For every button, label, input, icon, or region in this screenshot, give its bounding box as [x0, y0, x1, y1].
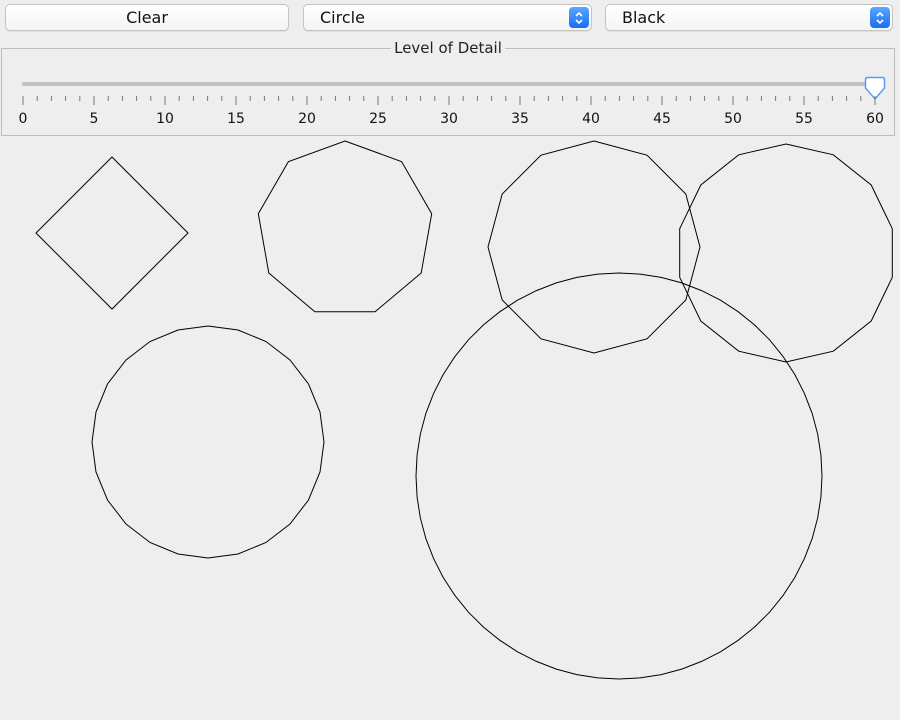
- drawn-dodecagon: [487, 140, 701, 354]
- up-down-arrows-icon: [569, 7, 589, 28]
- clear-button[interactable]: Clear: [5, 4, 289, 31]
- detail-slider-thumb[interactable]: [863, 76, 887, 102]
- slider-tick-label: 50: [724, 111, 742, 127]
- slider-tick-label: 5: [90, 111, 99, 127]
- slider-tick-label: 60: [866, 111, 884, 127]
- level-of-detail-panel: Level of Detail 0 5 10 15 20 25 30 35 40 45 50 55 60: [1, 39, 895, 136]
- drawn-nonagon: [257, 140, 433, 313]
- slider-tick-label: 25: [369, 111, 387, 127]
- slider-tick-label: 30: [440, 111, 458, 127]
- clear-button-label: Clear: [126, 8, 168, 27]
- detail-slider-track[interactable]: [22, 82, 876, 86]
- drawing-canvas[interactable]: [0, 138, 900, 720]
- drawn-circle-large: [415, 272, 823, 680]
- color-select[interactable]: Black: [605, 4, 893, 31]
- color-select-value: Black: [622, 8, 666, 27]
- slider-tick-label: 20: [298, 111, 316, 127]
- slider-tick-label: 35: [511, 111, 529, 127]
- up-down-arrows-icon: [870, 7, 890, 28]
- drawn-circle-small: [91, 325, 325, 559]
- shape-select-value: Circle: [320, 8, 365, 27]
- slider-tick-label: 10: [156, 111, 174, 127]
- slider-tick-label: 55: [795, 111, 813, 127]
- slider-tick-label: 15: [227, 111, 245, 127]
- slider-tick-label: 45: [653, 111, 671, 127]
- drawn-diamond: [35, 156, 189, 310]
- shape-select[interactable]: Circle: [303, 4, 592, 31]
- level-of-detail-title: Level of Detail: [391, 39, 505, 57]
- detail-slider-scale: 0 5 10 15 20 25 30 35 40 45 50 55 60: [19, 96, 884, 127]
- drawn-tetradecagon: [679, 143, 893, 363]
- slider-tick-label: 40: [582, 111, 600, 127]
- slider-tick-label: 0: [19, 111, 28, 127]
